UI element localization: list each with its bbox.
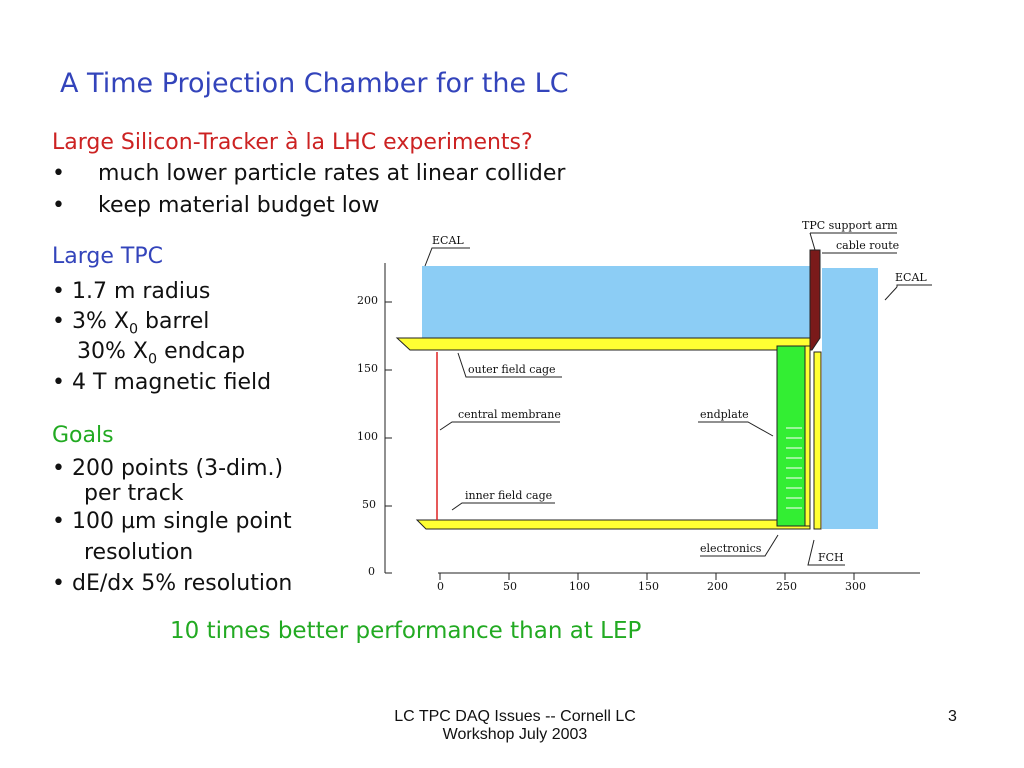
tpc-heading: Large TPC: [52, 244, 163, 269]
footer-line-1: LC TPC DAQ Issues -- Cornell LC: [394, 708, 636, 725]
leader-lines: [424, 232, 932, 566]
endplate: [776, 345, 806, 527]
slide-title: A Time Projection Chamber for the LC: [60, 68, 569, 99]
tpc-barrel-sub: 0: [128, 321, 139, 338]
tpc-endcap-sub: 0: [147, 351, 158, 368]
label-fch: FCH: [818, 551, 844, 564]
label-central-membrane: central membrane: [458, 408, 561, 421]
goals-resolution-cont: resolution: [84, 540, 194, 565]
tpc-endcap-pre: 30% X: [77, 339, 148, 364]
y-tick-label-0: 0: [368, 565, 375, 578]
tpc-radius-text: 1.7 m radius: [71, 279, 211, 304]
x-tick-label-100: 100: [569, 580, 590, 593]
outer-field-cage: [395, 337, 811, 351]
x-ticks: [439, 573, 855, 580]
y-tick-label-50: 50: [362, 498, 376, 511]
support-arm: [809, 249, 821, 351]
y-tick-label-100: 100: [357, 430, 378, 443]
silicon-bullet-2: • keep material budget low: [52, 193, 379, 218]
label-support-arm: TPC support arm: [802, 219, 898, 232]
endplate-lines: [786, 427, 802, 509]
goals-dedx-text: dE/dx 5% resolution: [71, 571, 293, 596]
y-tick-label-200: 200: [357, 294, 378, 307]
bullet-glyph: •: [52, 309, 65, 334]
tpc-field-text: 4 T magnetic field: [71, 370, 272, 395]
label-outer-field-cage: outer field cage: [468, 363, 556, 376]
label-inner-field-cage: inner field cage: [465, 489, 553, 502]
x-tick-label-300: 300: [845, 580, 866, 593]
goals-bullet-3: • dE/dx 5% resolution: [52, 571, 292, 596]
goals-points-cont: per track: [84, 481, 184, 506]
tpc-barrel-pre: 3% X: [71, 309, 129, 334]
ecal-endcap: [822, 268, 878, 529]
bullet-glyph: •: [52, 161, 65, 186]
x-tick-label-200: 200: [707, 580, 728, 593]
inner-field-cage: [415, 519, 811, 530]
goals-bullet-1: • 200 points (3-dim.): [52, 456, 283, 481]
silicon-heading: Large Silicon-Tracker à la LHC experimen…: [52, 130, 533, 155]
conclusion-text: 10 times better performance than at LEP: [170, 618, 642, 644]
x-tick-label-50: 50: [503, 580, 517, 593]
silicon-bullet-1: • much lower particle rates at linear col…: [52, 161, 565, 186]
silicon-bullet-1-text: much lower particle rates at linear coll…: [98, 161, 566, 186]
tpc-barrel-post: barrel: [138, 309, 210, 334]
silicon-bullet-2-text: keep material budget low: [98, 193, 380, 218]
footer-line-2: Workshop July 2003: [442, 726, 588, 743]
bullet-glyph: •: [52, 509, 65, 534]
electronics: [804, 345, 811, 527]
page-number: 3: [948, 708, 957, 725]
x-tick-label-0: 0: [437, 580, 444, 593]
bullet-glyph: •: [52, 279, 65, 304]
tpc-bullet-4: • 4 T magnetic field: [52, 370, 271, 395]
bullet-glyph: •: [52, 571, 65, 596]
goals-points-text: 200 points (3-dim.): [71, 456, 284, 481]
goals-resolution-text: 100 µm single point: [71, 509, 292, 534]
ecal-barrel: [422, 266, 810, 338]
bullet-glyph: •: [52, 456, 65, 481]
fch: [813, 351, 822, 530]
y-ticks: [385, 301, 392, 574]
bullet-glyph: •: [52, 193, 65, 218]
tpc-endcap-post: endcap: [157, 339, 246, 364]
tpc-bullet-1: • 1.7 m radius: [52, 279, 210, 304]
tpc-diagram: [384, 232, 932, 580]
goals-heading: Goals: [52, 423, 114, 448]
bullet-glyph: •: [52, 370, 65, 395]
label-ecal-top: ECAL: [432, 234, 464, 247]
label-cable-route: cable route: [836, 239, 900, 252]
y-tick-label-150: 150: [357, 362, 378, 375]
tpc-bullet-2: • 3% X0 barrel: [52, 309, 209, 337]
goals-bullet-2: • 100 µm single point: [52, 509, 292, 534]
x-tick-label-150: 150: [638, 580, 659, 593]
label-ecal-right: ECAL: [895, 271, 927, 284]
label-electronics: electronics: [700, 542, 762, 555]
x-tick-label-250: 250: [776, 580, 797, 593]
footer-caption: LC TPC DAQ Issues -- Cornell LC Workshop…: [330, 708, 700, 744]
tpc-endcap-line: 30% X0 endcap: [77, 339, 245, 367]
label-endplate: endplate: [700, 408, 749, 421]
